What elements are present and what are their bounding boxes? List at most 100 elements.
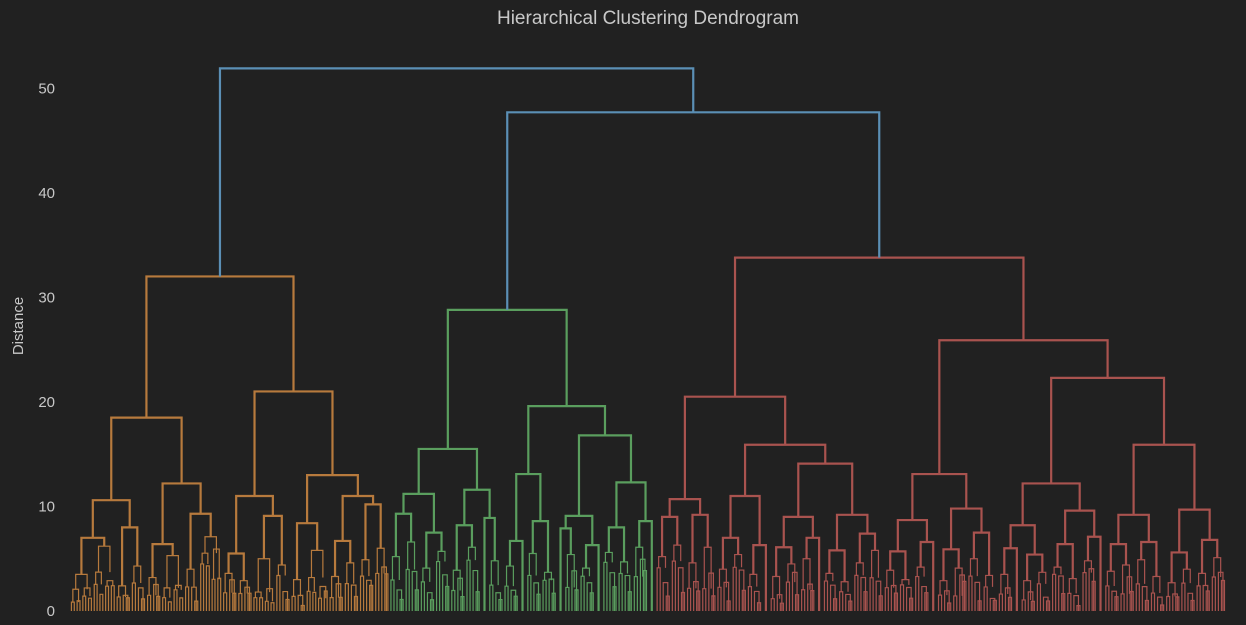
leaf-link — [732, 566, 737, 611]
leaf-link — [1106, 570, 1115, 586]
leaf-link — [1038, 571, 1047, 584]
leaf-link — [282, 590, 289, 611]
leaf-link — [186, 568, 195, 587]
leaf-link — [673, 544, 682, 562]
leaf-link — [495, 592, 502, 611]
leaf-link — [840, 581, 849, 592]
leaf-link — [581, 567, 591, 577]
leaf-link — [620, 561, 629, 574]
leaf-link — [1156, 596, 1163, 611]
leaf-link — [717, 586, 722, 611]
leaf-link — [1036, 583, 1042, 611]
chart-title: Hierarchical Clustering Dendrogram — [497, 8, 799, 29]
cluster-merge-link — [1021, 482, 1081, 526]
leaf-link — [146, 594, 152, 611]
cluster-merge-link — [911, 472, 968, 521]
leaf-link — [1211, 576, 1216, 611]
leaf-link — [292, 579, 302, 597]
y-tick-label: 0 — [47, 603, 55, 620]
leaf-link — [70, 601, 75, 611]
cluster-merge-link — [364, 503, 382, 560]
leaf-link — [635, 546, 644, 577]
leaf-link — [490, 560, 499, 586]
leaf-link — [276, 574, 281, 611]
leaf-link — [890, 584, 897, 611]
leaf-link — [1182, 568, 1191, 584]
cluster-merge-link — [295, 522, 319, 580]
leaf-link — [624, 574, 631, 611]
leaf-link — [860, 576, 867, 611]
leaf-link — [770, 598, 775, 611]
cluster-merge-link — [483, 516, 496, 611]
leaf-link — [1083, 560, 1092, 573]
y-axis-ticks: 0 10 20 30 40 50 — [38, 80, 55, 620]
leaf-link — [734, 553, 743, 568]
leaf-link — [825, 572, 834, 582]
leaf-link — [528, 552, 537, 576]
leaf-link — [76, 600, 81, 611]
leaf-link — [686, 587, 692, 611]
leaf-link — [472, 569, 479, 611]
leaf-link — [1202, 584, 1209, 611]
leaf-link — [422, 567, 431, 582]
leaf-link — [921, 585, 927, 611]
leaf-link — [1068, 577, 1077, 594]
leaf-link — [702, 588, 707, 611]
leaf-link — [580, 575, 585, 611]
leaf-link — [306, 590, 311, 611]
cluster-merge-link — [1050, 376, 1166, 484]
y-tick-label: 10 — [38, 498, 55, 515]
leaf-link — [603, 561, 608, 611]
leaf-link — [915, 575, 920, 611]
cluster-merge-link — [333, 539, 352, 577]
dendrogram-leaves — [70, 536, 1226, 611]
leaf-link — [802, 558, 811, 590]
cluster-merge-link — [889, 550, 907, 580]
cluster-merge-link — [577, 434, 633, 516]
leaf-link — [1073, 595, 1080, 611]
leaf-link — [772, 575, 781, 599]
leaf-link — [1067, 592, 1072, 611]
leaf-link — [99, 593, 104, 611]
leaf-link — [1082, 572, 1087, 611]
leaf-link — [527, 574, 532, 611]
leaf-link — [110, 585, 115, 611]
leaf-link — [787, 563, 796, 583]
leaf-link — [405, 568, 410, 611]
leaf-link — [1196, 585, 1201, 611]
leaf-link — [205, 565, 210, 611]
leaf-link — [738, 569, 745, 611]
leaf-link — [586, 582, 593, 611]
leaf-link — [886, 569, 895, 588]
cluster-merge-link — [564, 514, 594, 546]
leaf-link — [785, 581, 791, 611]
leaf-link — [1181, 582, 1186, 611]
leaf-link — [257, 558, 271, 593]
leaf-link — [162, 597, 167, 611]
leaf-link — [137, 587, 144, 611]
leaf-link — [983, 586, 988, 611]
leaf-link — [609, 572, 616, 611]
leaf-link — [937, 594, 943, 611]
leaf-link — [451, 589, 456, 611]
leaf-link — [82, 595, 87, 611]
leaf-link — [916, 566, 925, 577]
cluster-merge-link — [1086, 535, 1102, 611]
cluster-merge-link — [733, 256, 1025, 397]
cluster-merge-link — [743, 443, 827, 496]
leaf-link — [703, 546, 712, 589]
leaf-link — [542, 579, 547, 611]
cluster-merge-link — [1170, 551, 1188, 583]
leaf-link — [390, 579, 395, 611]
leaf-link — [106, 580, 114, 587]
leaf-link — [420, 581, 426, 611]
leaf-link — [968, 575, 973, 611]
leaf-link — [211, 578, 216, 611]
leaf-link — [505, 565, 514, 587]
leaf-link — [344, 582, 349, 611]
leaf-link — [131, 582, 137, 611]
cluster-merge-link — [1003, 547, 1018, 611]
cluster-merge-link — [110, 416, 183, 501]
cluster-merge-link — [1132, 443, 1196, 515]
leaf-link — [489, 584, 494, 611]
